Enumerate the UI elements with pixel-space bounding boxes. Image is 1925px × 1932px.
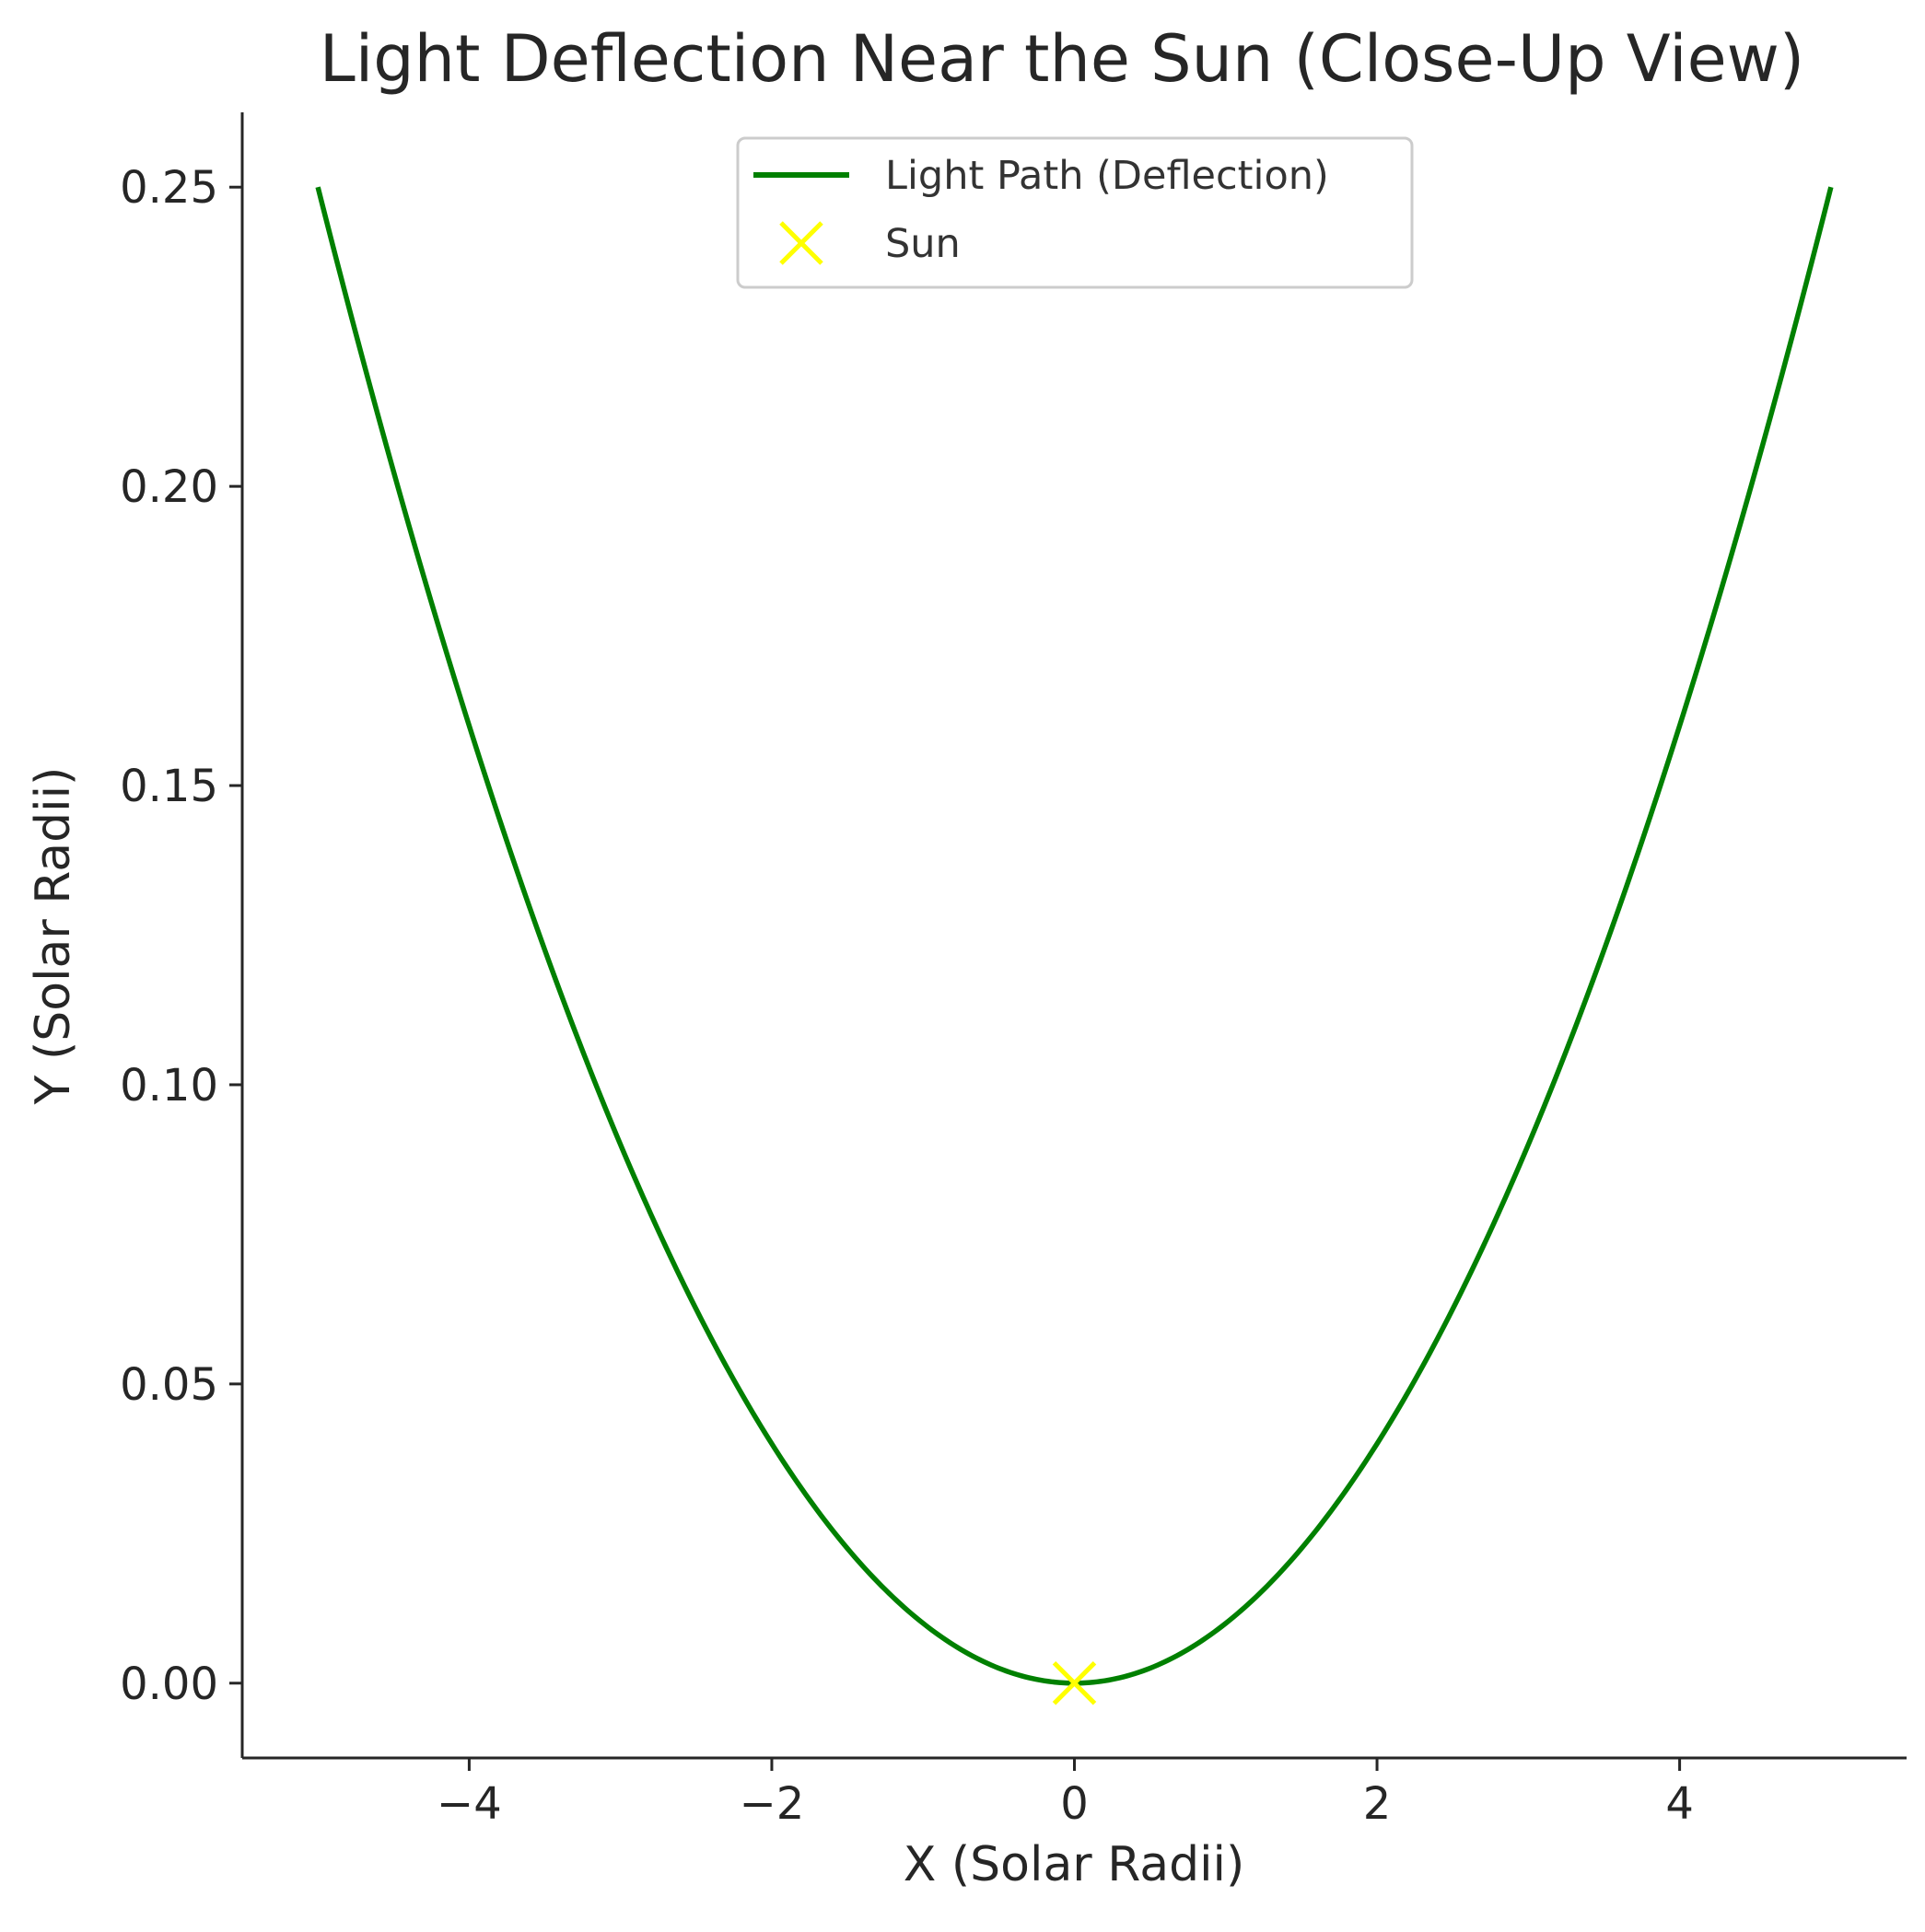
y-ticks: 0.00 0.05 0.10 0.15 0.20 0.25 — [120, 162, 242, 1710]
legend-label-light-path: Light Path (Deflection) — [885, 153, 1329, 199]
x-tick-label: 2 — [1363, 1778, 1392, 1830]
x-tick-label: 4 — [1665, 1778, 1694, 1830]
sun-marker — [1052, 1661, 1097, 1705]
y-tick-label: 0.25 — [120, 162, 218, 214]
y-tick-label: 0.20 — [120, 461, 218, 513]
y-tick-label: 0.15 — [120, 761, 218, 812]
legend-box — [736, 136, 1414, 289]
legend-sun-marker-stroke — [779, 221, 823, 265]
legend: Light Path (Deflection) Sun — [736, 136, 1414, 289]
y-axis-label: Y (Solar Radii) — [26, 767, 81, 1106]
x-tick-label: −4 — [437, 1778, 502, 1830]
chart-title: Light Deflection Near the Sun (Close-Up … — [320, 21, 1804, 97]
y-tick-label: 0.00 — [120, 1658, 218, 1710]
legend-label-sun: Sun — [885, 221, 961, 267]
x-axis-label: X (Solar Radii) — [904, 1837, 1245, 1892]
plot-area: −4 −2 0 2 4 0.00 0.05 0.10 0.15 0.20 0.25 — [120, 112, 1907, 1830]
x-tick-label: 0 — [1060, 1778, 1089, 1830]
x-ticks: −4 −2 0 2 4 — [437, 1758, 1694, 1830]
y-tick-label: 0.10 — [120, 1060, 218, 1111]
legend-sun-marker-swatch — [779, 221, 823, 265]
y-tick-label: 0.05 — [120, 1359, 218, 1411]
x-tick-label: −2 — [740, 1778, 805, 1830]
sun-marker-stroke — [1052, 1661, 1097, 1705]
